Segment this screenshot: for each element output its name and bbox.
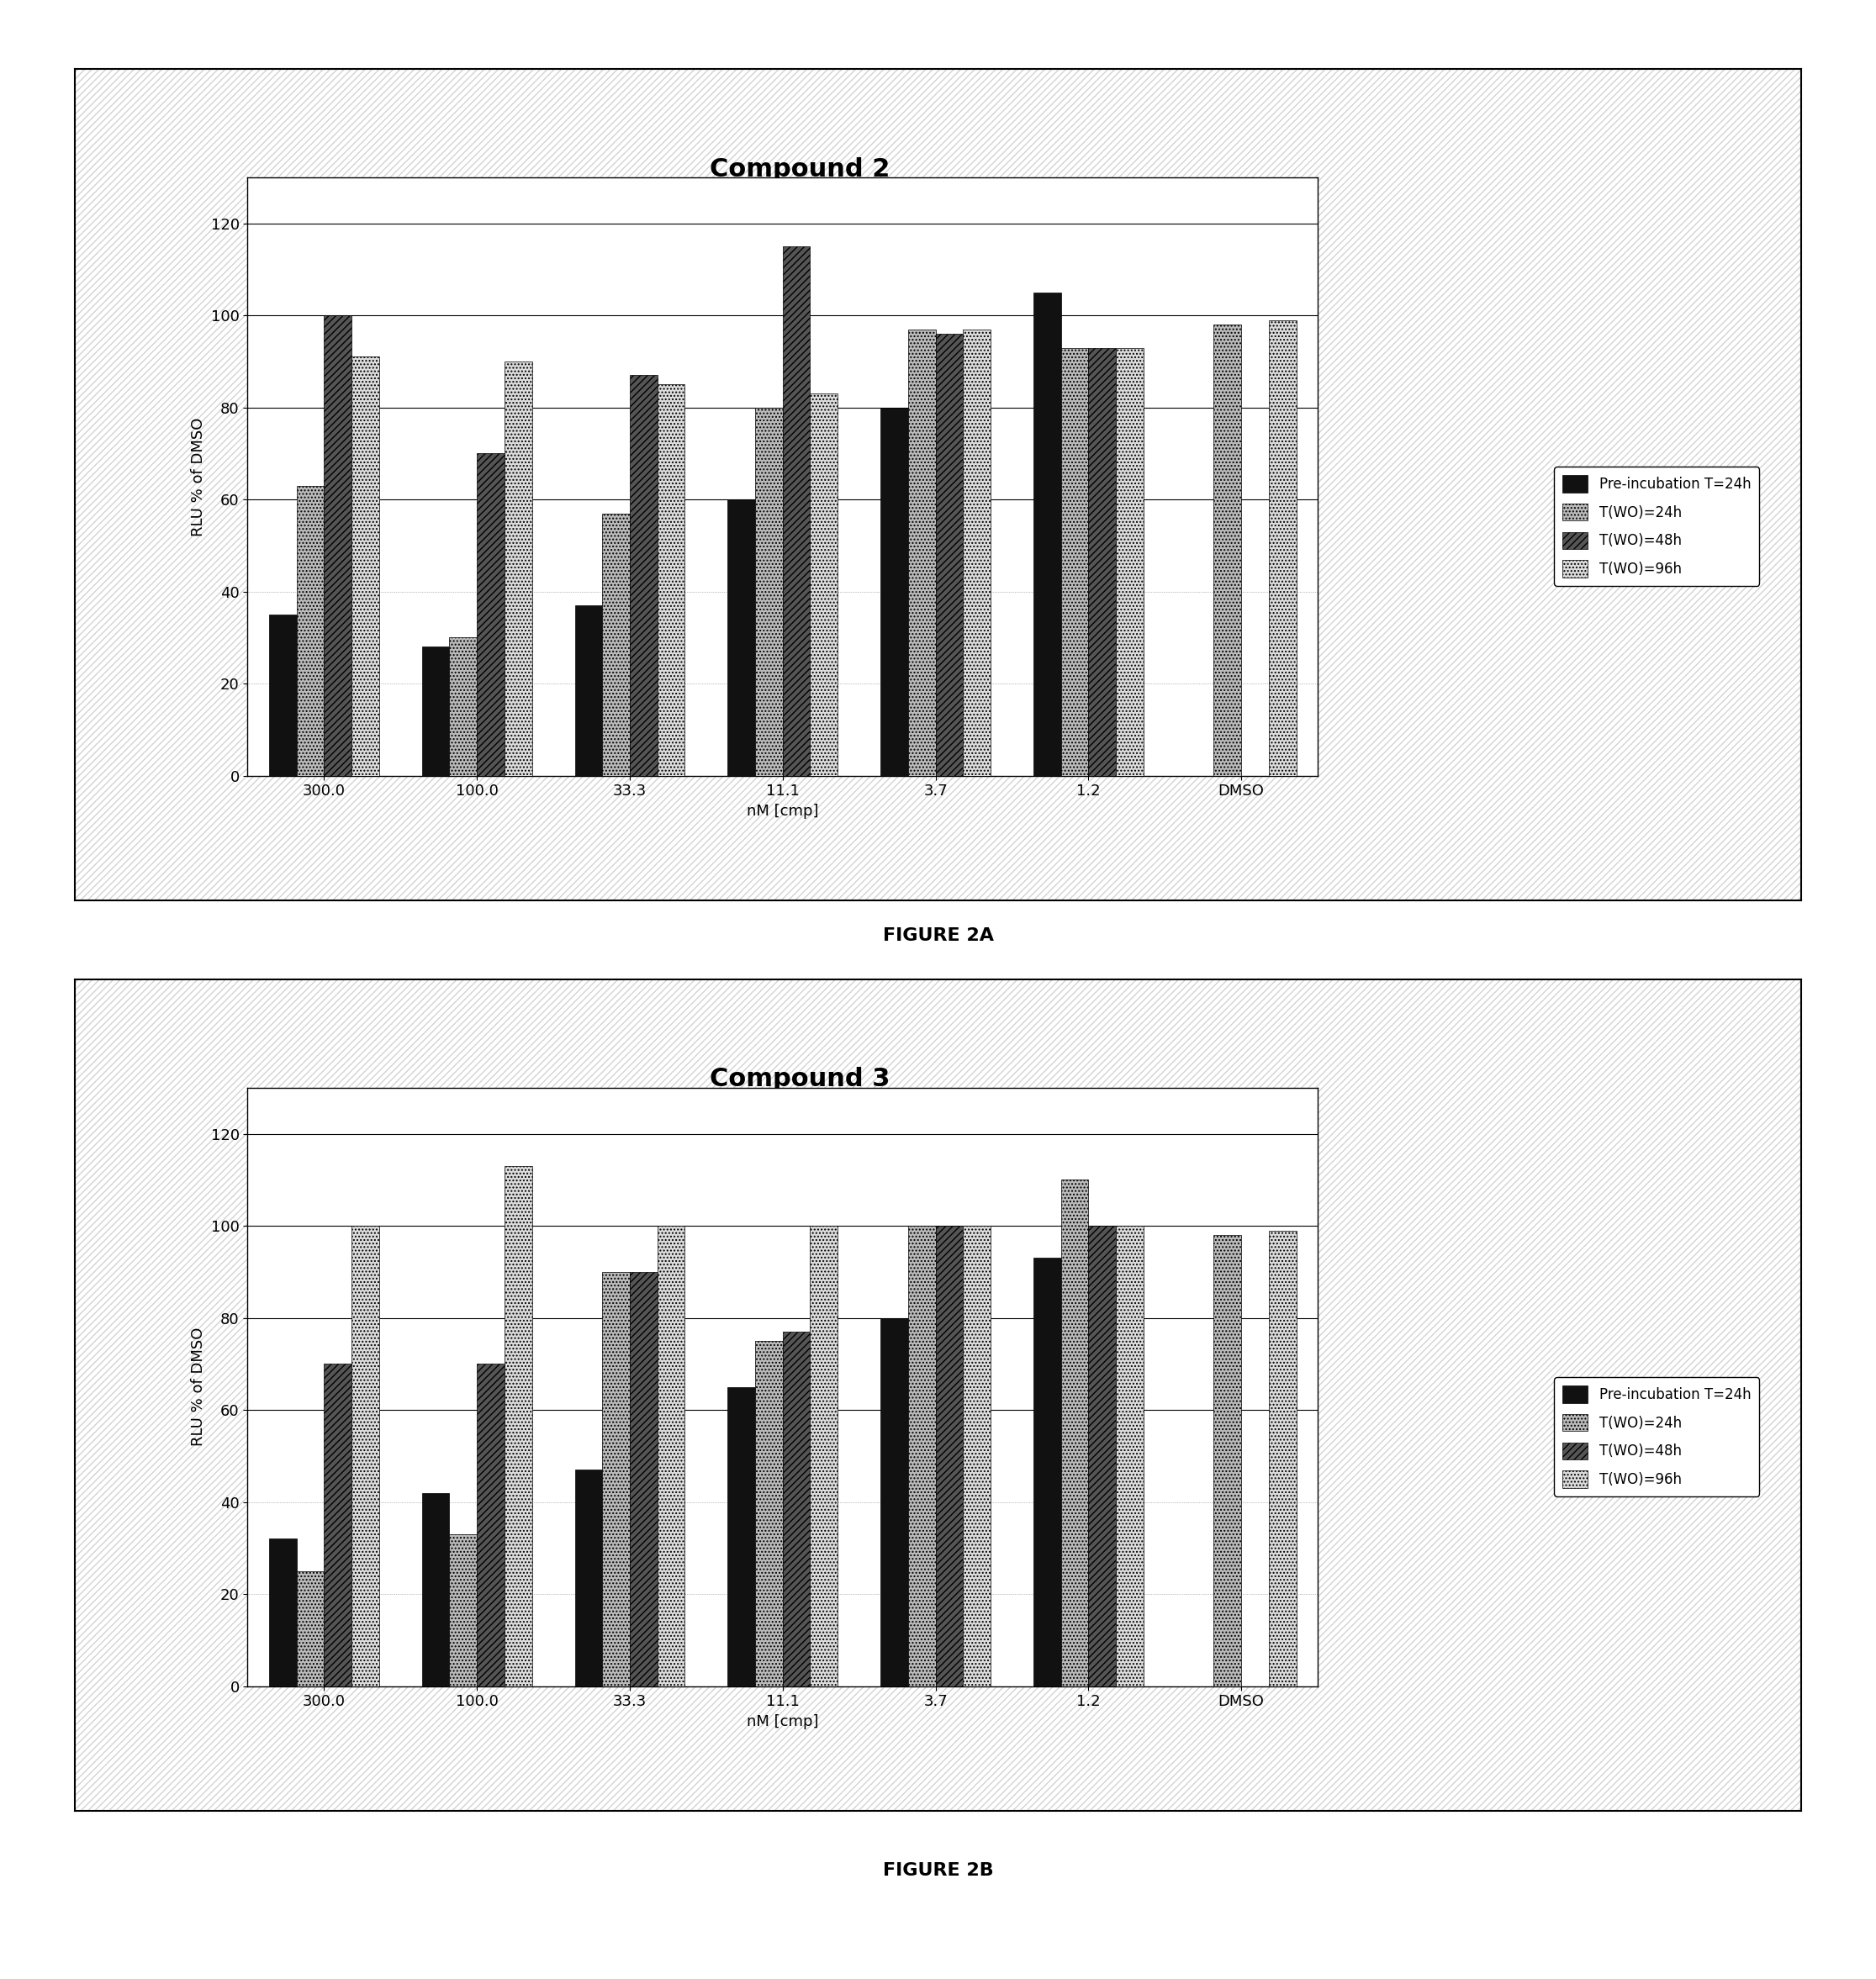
Bar — [505, 362, 533, 776]
Bar — [1034, 1259, 1062, 1686]
Bar — [728, 1387, 756, 1686]
Bar — [630, 376, 657, 776]
Bar — [422, 647, 450, 776]
Bar — [574, 1470, 602, 1686]
Text: Compound 3: Compound 3 — [709, 1067, 889, 1092]
Bar — [602, 1272, 630, 1686]
Bar — [351, 356, 379, 776]
Bar — [602, 513, 630, 776]
Bar — [574, 606, 602, 776]
Bar — [325, 1364, 351, 1686]
Bar — [908, 1225, 936, 1686]
Bar — [936, 1225, 962, 1686]
Bar — [296, 1571, 325, 1686]
Bar — [782, 245, 810, 776]
Y-axis label: RLU % of DMSO: RLU % of DMSO — [191, 1328, 206, 1447]
Bar — [880, 1318, 908, 1686]
X-axis label: nM [cmp]: nM [cmp] — [747, 803, 818, 819]
Bar — [782, 1332, 810, 1686]
Text: Compound 2: Compound 2 — [709, 156, 889, 182]
Bar — [268, 615, 296, 776]
Bar — [810, 1225, 839, 1686]
Bar — [477, 453, 505, 776]
Bar — [450, 1534, 477, 1686]
Bar — [1034, 293, 1062, 776]
Bar — [1062, 348, 1088, 776]
Bar — [1116, 1225, 1144, 1686]
Text: FIGURE 2A: FIGURE 2A — [882, 928, 994, 944]
Bar — [810, 394, 839, 776]
Bar — [1214, 325, 1242, 776]
Bar — [1268, 321, 1296, 776]
Legend: Pre-incubation T=24h, T(WO)=24h, T(WO)=48h, T(WO)=96h: Pre-incubation T=24h, T(WO)=24h, T(WO)=4… — [1555, 1377, 1760, 1496]
Bar — [756, 408, 782, 776]
Bar — [422, 1492, 450, 1686]
Bar — [351, 1225, 379, 1686]
Bar — [296, 485, 325, 776]
Text: FIGURE 2B: FIGURE 2B — [882, 1862, 994, 1878]
Bar — [1214, 1235, 1242, 1686]
Bar — [630, 1272, 657, 1686]
Bar — [936, 334, 962, 776]
Bar — [1088, 348, 1116, 776]
Bar — [962, 329, 991, 776]
Bar — [1062, 1179, 1088, 1686]
Bar — [756, 1342, 782, 1686]
X-axis label: nM [cmp]: nM [cmp] — [747, 1714, 818, 1730]
Bar — [505, 1166, 533, 1686]
Bar — [728, 499, 756, 776]
Y-axis label: RLU % of DMSO: RLU % of DMSO — [191, 418, 206, 536]
Bar — [657, 1225, 685, 1686]
Bar — [450, 637, 477, 776]
Bar — [1268, 1231, 1296, 1686]
Bar — [908, 329, 936, 776]
Bar — [325, 315, 351, 776]
Bar — [477, 1364, 505, 1686]
Bar — [962, 1225, 991, 1686]
Bar — [880, 408, 908, 776]
Bar — [268, 1540, 296, 1686]
Legend: Pre-incubation T=24h, T(WO)=24h, T(WO)=48h, T(WO)=96h: Pre-incubation T=24h, T(WO)=24h, T(WO)=4… — [1555, 467, 1760, 586]
Bar — [1088, 1225, 1116, 1686]
Bar — [1116, 348, 1144, 776]
Bar — [657, 384, 685, 776]
